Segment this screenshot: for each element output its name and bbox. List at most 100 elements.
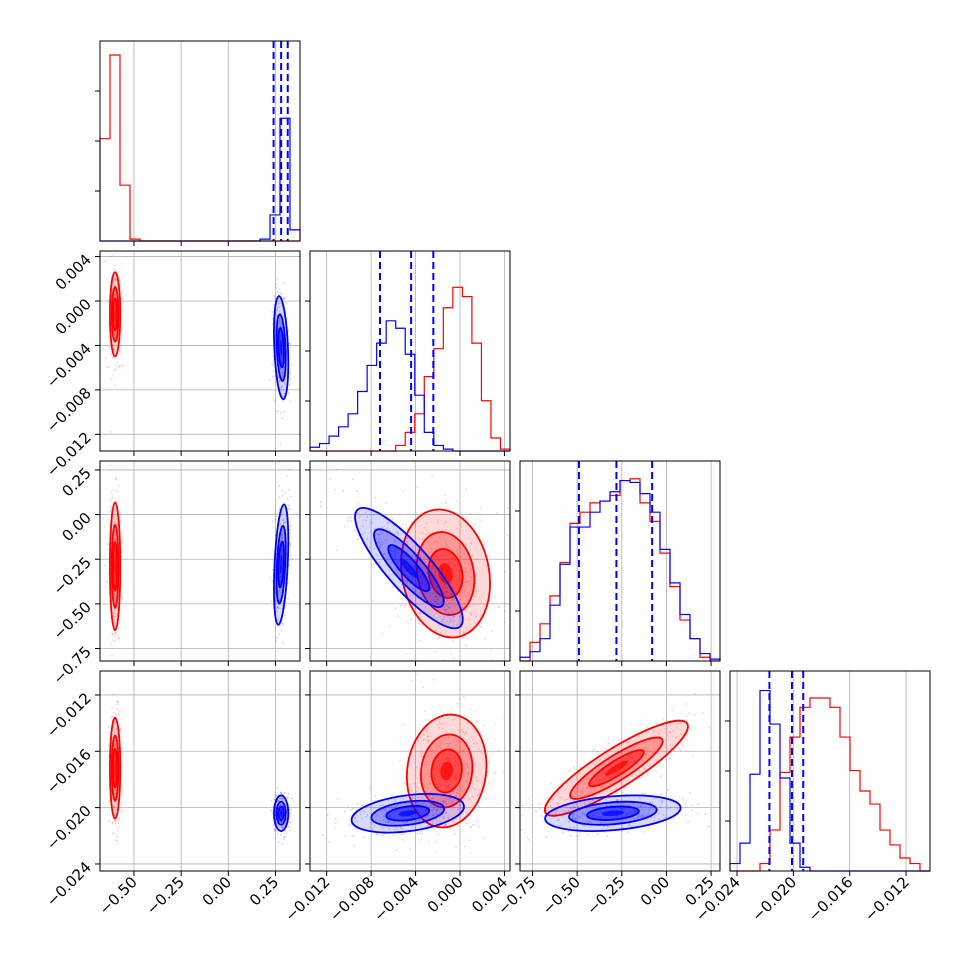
sample-point	[470, 542, 473, 545]
sample-point	[566, 812, 569, 815]
sample-point	[463, 776, 466, 779]
sample-point	[435, 809, 438, 811]
sample-point	[386, 556, 389, 559]
sample-point	[642, 803, 644, 806]
sample-point	[575, 802, 577, 805]
sample-point	[432, 607, 435, 609]
sample-point	[537, 802, 540, 805]
sample-point	[275, 309, 278, 312]
sample-point	[572, 815, 574, 817]
sample-point	[463, 797, 466, 800]
sample-point	[279, 443, 282, 446]
sample-point	[276, 609, 279, 612]
sample-point	[379, 826, 382, 829]
sample-point	[488, 760, 490, 763]
sample-point	[641, 808, 644, 811]
sample-point	[584, 802, 587, 805]
sample-point	[400, 605, 402, 607]
sample-point	[280, 797, 283, 800]
sample-point	[115, 279, 118, 282]
sample-point	[112, 611, 115, 614]
sample-point	[645, 731, 648, 734]
sample-point	[424, 606, 427, 608]
sample-point	[459, 807, 462, 809]
sample-point	[493, 738, 496, 741]
sample-point	[114, 820, 116, 823]
sample-point	[673, 749, 676, 752]
sample-point	[114, 384, 117, 387]
sample-point	[696, 803, 699, 806]
sample-point	[334, 822, 337, 825]
sample-point	[490, 658, 493, 661]
sample-point	[614, 789, 617, 792]
sample-point	[110, 431, 113, 433]
sample-point	[379, 545, 381, 547]
sample-point	[284, 521, 286, 523]
sample-point	[642, 815, 645, 818]
sample-point	[422, 532, 424, 534]
sample-point	[114, 478, 117, 481]
sample-point	[633, 741, 636, 743]
sample-point	[406, 620, 409, 623]
sample-point	[276, 607, 279, 610]
sample-point	[598, 792, 601, 795]
sample-point	[373, 825, 376, 827]
sample-point	[110, 464, 112, 467]
sample-point	[111, 706, 114, 709]
sample-point	[121, 364, 124, 367]
sample-point	[279, 591, 282, 594]
sample-point	[545, 836, 548, 839]
sample-point	[420, 838, 422, 841]
sample-point	[676, 807, 679, 810]
sample-point	[288, 488, 291, 491]
sample-point	[434, 841, 437, 843]
series-a-contour	[110, 286, 120, 343]
sample-point	[356, 803, 359, 806]
sample-point	[427, 740, 430, 743]
sample-point	[387, 521, 389, 524]
sample-point	[399, 514, 401, 517]
sample-point	[662, 718, 665, 720]
sample-point	[281, 518, 284, 521]
sample-point	[449, 793, 452, 796]
series-a-density-level	[114, 556, 116, 577]
x-tick-label: −0.50	[96, 873, 141, 918]
sample-point	[371, 827, 374, 830]
sample-point	[434, 830, 437, 833]
sample-point	[543, 812, 546, 815]
sample-point	[288, 384, 291, 386]
sample-point	[273, 400, 276, 402]
sample-point	[385, 811, 388, 813]
sample-point	[684, 802, 687, 805]
sample-point	[432, 592, 435, 595]
sample-point	[592, 799, 595, 802]
sample-point	[689, 792, 692, 794]
sample-point	[445, 605, 448, 607]
sample-point	[378, 541, 381, 544]
sample-point	[272, 520, 274, 523]
sample-point	[456, 624, 459, 626]
sample-point	[110, 491, 113, 494]
sample-point	[286, 498, 289, 501]
sample-point	[346, 520, 349, 522]
sample-point	[557, 801, 559, 804]
sample-point	[107, 335, 110, 337]
sample-point	[616, 749, 619, 751]
sample-point	[114, 522, 117, 525]
sample-point	[431, 537, 434, 540]
sample-point	[278, 496, 281, 499]
sample-point	[413, 590, 416, 592]
sample-point	[653, 797, 656, 800]
y-tick-label: 0.000	[52, 295, 95, 338]
sample-point	[116, 361, 119, 364]
sample-point	[649, 826, 651, 829]
sample-point	[423, 779, 425, 782]
sample-point	[114, 792, 117, 795]
sample-point	[279, 302, 281, 305]
sample-point	[349, 520, 352, 522]
sample-point	[419, 612, 422, 615]
sample-point	[112, 804, 115, 807]
series-a-contour	[420, 733, 474, 809]
sample-point	[616, 791, 619, 794]
sample-point	[459, 749, 462, 752]
